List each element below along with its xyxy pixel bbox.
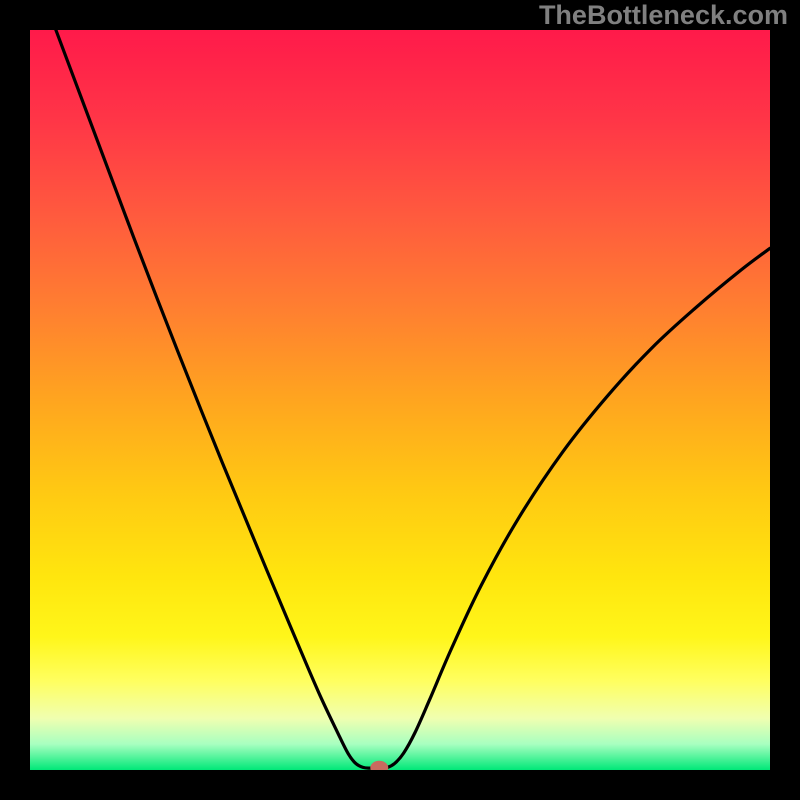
chart-container: TheBottleneck.com (0, 0, 800, 800)
bottleneck-chart (0, 0, 800, 800)
plot-background (30, 30, 770, 770)
watermark-text: TheBottleneck.com (539, 0, 788, 31)
